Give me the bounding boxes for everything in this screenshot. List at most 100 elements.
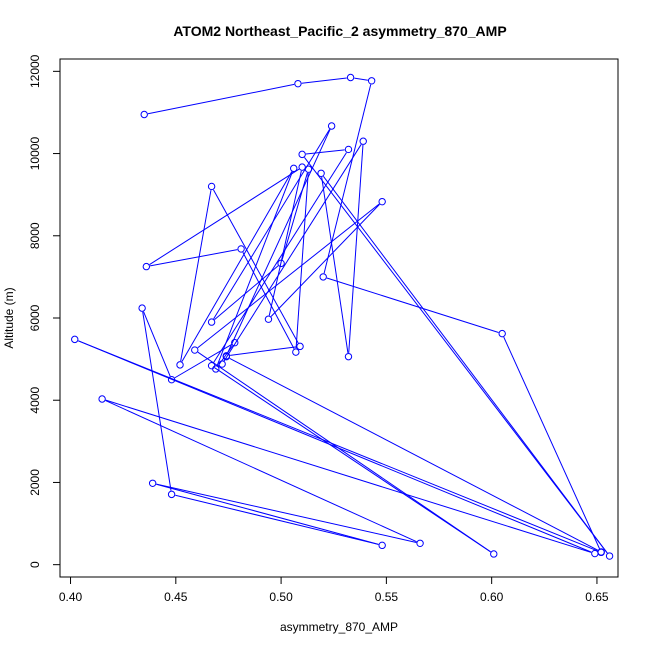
data-point	[298, 163, 306, 171]
data-point	[207, 182, 216, 191]
series-segment	[323, 84, 372, 274]
series-segment	[143, 311, 171, 377]
data-point	[292, 348, 300, 356]
series-segment	[503, 336, 601, 550]
y-tick-label: 12000	[28, 54, 42, 88]
series-segment	[213, 128, 331, 320]
series-segment	[281, 172, 308, 260]
series-segment	[354, 77, 368, 81]
data-point	[327, 122, 336, 130]
data-point	[591, 549, 599, 558]
series-segment	[181, 171, 293, 362]
series-segment	[175, 494, 379, 545]
series-segment	[305, 149, 345, 155]
series-segment	[229, 357, 599, 551]
data-point	[142, 262, 151, 271]
y-tick-label: 10000	[28, 137, 42, 171]
data-point	[218, 360, 226, 368]
data-point	[346, 73, 355, 82]
series-segment	[301, 77, 347, 84]
x-tick-label: 0.55	[375, 590, 399, 604]
series-segment	[142, 311, 172, 491]
series-segment	[348, 144, 364, 353]
data-point	[191, 346, 199, 354]
data-point	[490, 550, 498, 558]
data-point	[264, 315, 273, 323]
data-point	[317, 169, 325, 177]
data-point	[71, 335, 79, 344]
series-segment	[105, 399, 592, 553]
data-point	[605, 552, 614, 560]
series-segment	[214, 265, 279, 321]
series-segment	[149, 249, 238, 267]
y-tick-label: 0	[28, 561, 42, 568]
series-segment	[197, 351, 491, 553]
data-point	[378, 541, 386, 550]
series-segment	[180, 190, 212, 362]
data-point	[207, 361, 216, 370]
series-segment	[270, 204, 380, 317]
series-segment	[295, 172, 309, 349]
data-point	[148, 479, 157, 487]
series-segment	[216, 171, 293, 366]
data-point	[290, 164, 298, 173]
series-segment	[78, 340, 598, 552]
series-segment	[223, 144, 362, 362]
x-tick-label: 0.40	[59, 590, 83, 604]
data-point	[98, 395, 106, 403]
series-segment	[156, 483, 417, 543]
data-point	[167, 375, 176, 384]
data-point	[140, 110, 148, 119]
series-segment	[321, 176, 349, 353]
data-point	[367, 77, 376, 85]
data-point	[319, 273, 327, 281]
data-point	[277, 259, 285, 268]
y-axis-label: Altitude (m)	[2, 287, 16, 348]
y-tick-label: 8000	[28, 222, 42, 249]
y-axis: 0 2000 4000 6000 8000 10000 12000	[28, 54, 60, 568]
data-point	[176, 361, 184, 369]
y-tick-label: 2000	[28, 469, 42, 496]
series-segment	[197, 203, 380, 349]
data-point	[167, 490, 176, 499]
x-tick-label: 0.50	[269, 590, 293, 604]
data-point	[231, 338, 239, 347]
series-segment	[326, 277, 499, 333]
series-segment	[214, 367, 491, 553]
data-point	[378, 197, 386, 206]
x-axis: 0.40 0.45 0.50 0.55 0.60 0.65	[59, 577, 609, 604]
series-segment	[230, 346, 297, 356]
series-segment	[213, 152, 347, 363]
data-point	[294, 79, 302, 88]
series-segment	[213, 189, 299, 344]
data-point	[344, 352, 353, 361]
x-tick-label: 0.60	[480, 590, 504, 604]
data-point	[237, 245, 245, 253]
series-segment	[227, 129, 331, 353]
series-segment	[322, 176, 608, 554]
data-point	[359, 137, 367, 145]
series-segment	[147, 83, 295, 115]
series-layer	[71, 73, 614, 560]
series-segment	[217, 345, 233, 367]
chart-title: ATOM2 Northeast_Pacific_2 asymmetry_870_…	[173, 23, 506, 39]
data-point	[498, 329, 506, 338]
y-tick-label: 6000	[28, 304, 42, 331]
data-point	[138, 304, 146, 312]
y-tick-label: 4000	[28, 387, 42, 414]
series-segment	[268, 170, 302, 316]
data-point	[304, 165, 313, 173]
x-tick-label: 0.45	[164, 590, 188, 604]
data-point	[298, 150, 306, 159]
data-point	[296, 342, 304, 351]
data-point	[222, 352, 231, 361]
series-segment	[78, 340, 592, 553]
data-point	[344, 145, 353, 154]
data-point	[597, 548, 605, 556]
x-axis-label: asymmetry_870_AMP	[280, 620, 398, 634]
series-segment	[242, 252, 295, 349]
x-tick-label: 0.65	[585, 590, 609, 604]
series-segment	[304, 157, 608, 554]
data-point	[416, 539, 424, 547]
